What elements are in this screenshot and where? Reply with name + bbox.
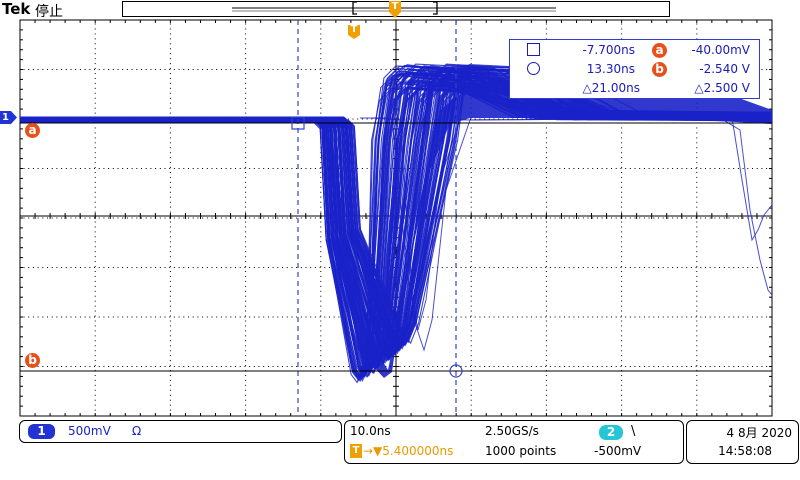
cursor-lines bbox=[20, 20, 772, 416]
ch1-badge: 1 bbox=[28, 424, 55, 439]
cursor-1-level: -40.00mV bbox=[691, 43, 750, 57]
bottom-status-bar: 1 500mV Ω 10.0ns 2.50GS/s 2 \ T →▼5.4000… bbox=[0, 418, 800, 480]
cursor-a-badge[interactable]: a bbox=[25, 123, 40, 138]
cursor-readout-row-1: -7.700ns a -40.00mV bbox=[510, 41, 759, 59]
cursor-2-time: 13.30ns bbox=[586, 62, 635, 76]
cursor-readout-row-3: △21.00ns △2.500 V bbox=[510, 79, 759, 97]
delta-level: △2.500 V bbox=[694, 81, 750, 95]
cursor-b-badge[interactable]: b bbox=[25, 353, 40, 368]
horizontal-trigger-panel[interactable]: 10.0ns 2.50GS/s 2 \ T →▼5.400000ns 1000 … bbox=[344, 420, 684, 464]
trigger-position-marker[interactable]: T bbox=[387, 0, 403, 20]
cursor-a-icon: a bbox=[652, 43, 667, 58]
ch1-scale: 500mV bbox=[68, 424, 111, 438]
trigger-time-icon bbox=[348, 25, 360, 39]
trigger-source-badge: 2 bbox=[599, 425, 623, 440]
circle-cursor-icon bbox=[527, 62, 540, 75]
trigger-delay: →▼5.400000ns bbox=[363, 444, 454, 458]
time-per-div: 10.0ns bbox=[350, 424, 391, 438]
trigger-time-marker[interactable]: T bbox=[347, 24, 361, 40]
trigger-slope-icon: \ bbox=[631, 424, 636, 439]
ch1-settings-panel[interactable]: 1 500mV Ω bbox=[19, 420, 342, 443]
square-cursor-icon bbox=[527, 43, 540, 56]
date-time-panel: 4 8月 2020 14:58:08 bbox=[686, 420, 799, 464]
time: 14:58:08 bbox=[718, 444, 772, 458]
cursor-b-icon: b bbox=[652, 62, 667, 77]
cursor-readout-row-2: 13.30ns b -2.540 V bbox=[510, 60, 759, 78]
cursor-readout: -7.700ns a -40.00mV 13.30ns b -2.540 V △… bbox=[509, 39, 760, 99]
ohm-icon: Ω bbox=[132, 424, 142, 438]
trigger-delay-icon: T bbox=[350, 444, 362, 458]
sample-rate: 2.50GS/s bbox=[485, 424, 539, 438]
trigger-level: -500mV bbox=[594, 444, 642, 458]
cursor-2-level: -2.540 V bbox=[699, 62, 750, 76]
ch1-marker-label: 1 bbox=[2, 112, 9, 123]
run-state: 停止 bbox=[35, 4, 63, 20]
trigger-time-label: T bbox=[350, 24, 358, 35]
ch1-marker-icon bbox=[0, 111, 17, 124]
brand-logo: Tek bbox=[2, 0, 31, 18]
ch1-ground-marker[interactable]: 1 bbox=[0, 111, 17, 124]
trigger-position-label: T bbox=[391, 1, 399, 12]
date: 4 8月 2020 bbox=[726, 426, 792, 440]
cursor-1-time: -7.700ns bbox=[582, 43, 635, 57]
trigger-position-icon bbox=[389, 1, 401, 18]
delta-time: △21.00ns bbox=[582, 81, 640, 95]
record-length: 1000 points bbox=[485, 444, 557, 458]
